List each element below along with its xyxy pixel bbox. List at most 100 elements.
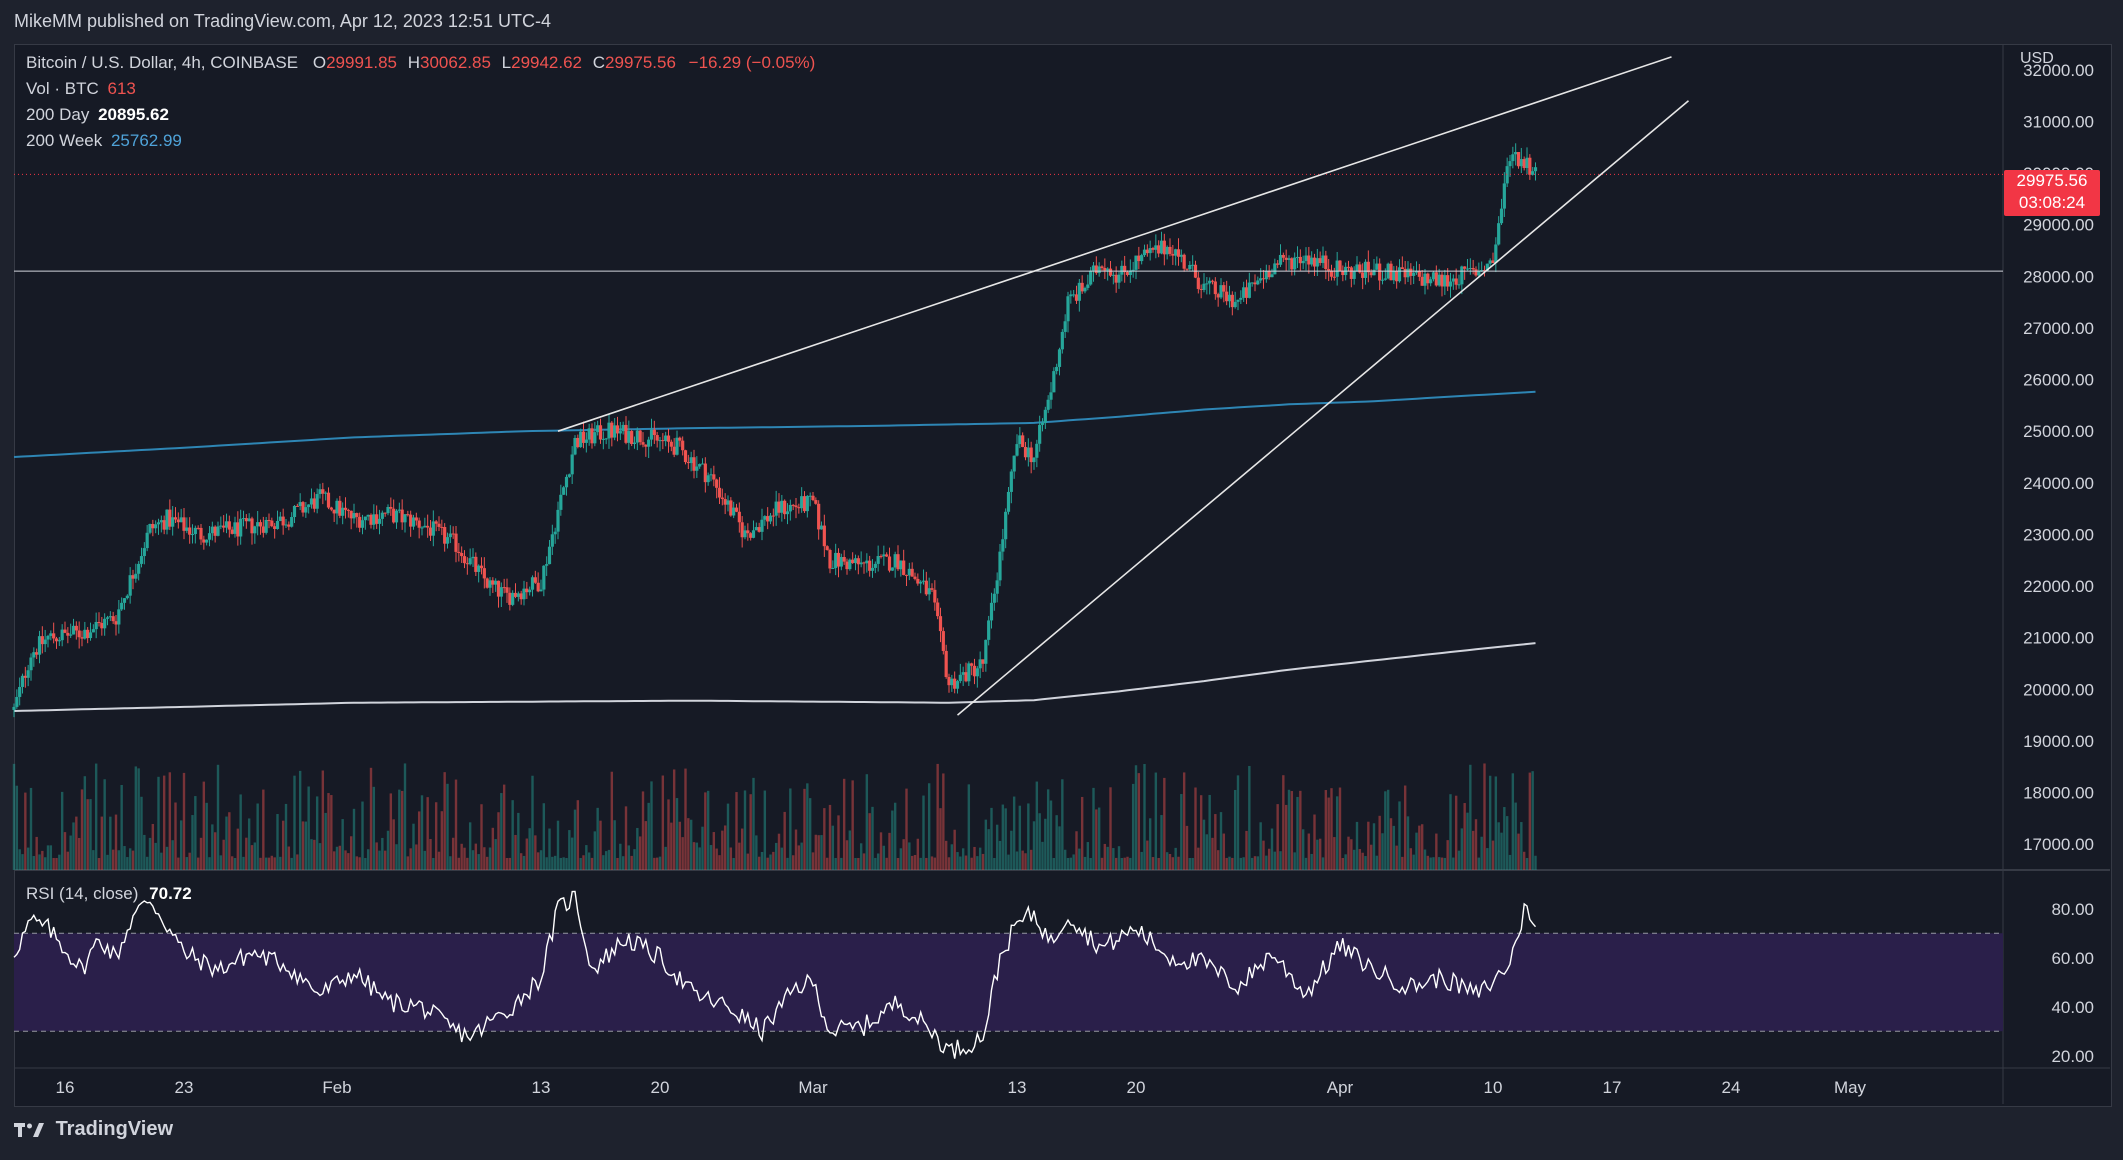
volume-bar (508, 857, 512, 870)
ma200d-legend[interactable]: 200 Day 20895.62 (26, 105, 169, 125)
candle-body (162, 520, 166, 530)
volume-bar (208, 857, 211, 870)
volume-bar (253, 842, 257, 870)
candle-body (783, 500, 787, 515)
candle-body (947, 676, 951, 686)
symbol-legend[interactable]: Bitcoin / U.S. Dollar, 4h, COINBASE O299… (26, 53, 815, 73)
candle-body (1301, 260, 1305, 264)
candle-body (882, 554, 886, 557)
volume-bar (434, 802, 438, 870)
candle-body (961, 672, 965, 675)
volume-bar (576, 800, 580, 870)
volume-bar (1239, 857, 1243, 870)
candle-body (474, 556, 478, 572)
candle-body (590, 428, 594, 444)
volume-bar (222, 839, 225, 870)
candle-body (403, 514, 407, 523)
candle-body (171, 517, 175, 527)
candle-body (1202, 283, 1206, 290)
volume-bar (423, 850, 427, 870)
candle-body (182, 517, 186, 531)
candle-body (1474, 269, 1478, 276)
volume-bar (1188, 857, 1192, 870)
volume-bar (806, 783, 809, 870)
candle-body (972, 665, 977, 677)
candle-body (757, 527, 761, 532)
candle-body (584, 439, 588, 443)
candle-body (1227, 294, 1232, 302)
volume-bar (528, 828, 531, 870)
candle-body (372, 514, 376, 525)
volume-bar (644, 821, 648, 870)
ma200w-legend[interactable]: 200 Week 25762.99 (26, 131, 182, 151)
candle-body (1451, 278, 1455, 282)
candle-body (652, 429, 656, 436)
volume-bar (1321, 857, 1325, 870)
open-value: 29991.85 (326, 53, 397, 72)
candle-body (1352, 270, 1356, 279)
candle-body (1358, 264, 1362, 273)
volume-bar (188, 852, 191, 870)
time-tick-label: Apr (1327, 1078, 1354, 1097)
volume-bar (250, 845, 254, 870)
volume-bar (1423, 849, 1427, 870)
volume-bar (525, 838, 529, 870)
axes: 17000.00 18000.00 19000.00 20000.00 21000.00… (56, 61, 2094, 1097)
volume-bar (797, 845, 801, 870)
candle-body (103, 618, 107, 629)
candle-body (661, 440, 665, 442)
candle-body (23, 675, 27, 678)
candle-body (1403, 269, 1407, 278)
volume-bar (1333, 837, 1336, 870)
volume-bar (1177, 856, 1180, 870)
volume-bar (375, 842, 378, 870)
candle-body (1125, 272, 1130, 275)
candle-body (1284, 257, 1288, 260)
footer-brand[interactable]: TradingView (14, 1118, 173, 1152)
volume-bar (327, 793, 330, 870)
candle-body (471, 556, 475, 559)
volume-bar (480, 804, 483, 870)
volume-bar (281, 820, 285, 870)
volume-bar (236, 828, 240, 870)
candle-body (1267, 270, 1271, 278)
volume-legend[interactable]: Vol · BTC 613 (26, 79, 136, 99)
candle-body (241, 518, 246, 520)
volume-bar (1035, 781, 1039, 870)
volume-bar (848, 830, 852, 870)
volume-bar (590, 857, 594, 870)
volume-bar (840, 857, 843, 870)
candle-body (1094, 265, 1098, 274)
candle-body (1420, 276, 1424, 286)
volume-bar (131, 850, 135, 870)
volume-bar (213, 832, 217, 870)
candle-body (811, 495, 815, 501)
volume-bar (1494, 776, 1498, 870)
candle-body (981, 659, 985, 664)
volume-bar (1129, 857, 1132, 870)
volume-bar (1233, 789, 1237, 870)
candle-body (692, 457, 696, 471)
candle-body (1199, 288, 1203, 290)
volume-bar (1401, 856, 1404, 870)
volume-bar (964, 855, 968, 870)
volume-bar (491, 827, 495, 870)
candle-body (117, 609, 121, 625)
candle-body (800, 496, 804, 509)
volume-bar (1341, 857, 1345, 870)
volume-bar (947, 857, 951, 870)
candle-body (1505, 166, 1509, 184)
candle-body (100, 622, 104, 629)
volume-bar (1131, 783, 1135, 870)
volume-bar (1418, 825, 1421, 870)
volume-bar (1525, 857, 1529, 870)
candle-body (539, 589, 543, 592)
candle-body (596, 425, 600, 433)
volume-bar (1347, 836, 1350, 870)
volume-bar (1460, 828, 1464, 870)
volume-bar (332, 851, 336, 870)
rsi-legend[interactable]: RSI (14, close) 70.72 (26, 884, 192, 904)
candle-body (1392, 271, 1396, 281)
candle-body (369, 514, 373, 525)
